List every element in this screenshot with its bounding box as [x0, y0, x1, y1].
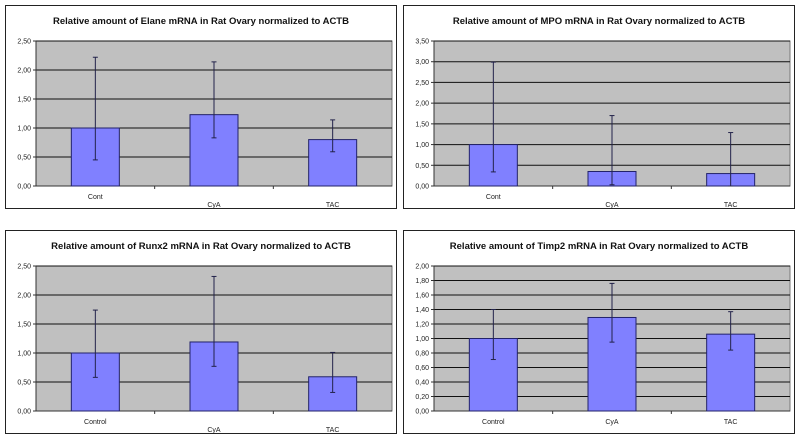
x-tick-label: Control: [84, 419, 107, 426]
y-tick-label: 1,50: [17, 322, 31, 329]
chart-title: Relative amount of Elane mRNA in Rat Ova…: [53, 16, 349, 27]
y-tick-label: 0,80: [415, 351, 429, 358]
y-tick-label: 1,00: [17, 351, 31, 358]
chart-title: Relative amount of Timp2 mRNA in Rat Ova…: [449, 241, 749, 252]
x-tick-label: CyA: [605, 202, 619, 209]
y-tick-label: 2,00: [415, 101, 429, 108]
chart-svg: 0,00 0,50 1,00 1,50 2,00 2,50 3,00 3,50 Cont CyA T…: [415, 39, 791, 209]
y-tick-label: 2,00: [17, 293, 31, 300]
y-tick-label: 0,50: [415, 163, 429, 170]
y-tick-label: 0,00: [415, 184, 429, 191]
chart-elane: Relative amount of Elane mRNA in Rat Ova…: [5, 5, 397, 209]
x-tick-label: CyA: [605, 419, 619, 426]
chart-mpo: Relative amount of MPO mRNA in Rat Ovary…: [403, 5, 795, 209]
y-tick-label: 1,80: [415, 278, 429, 285]
y-tick-label: 3,00: [415, 59, 429, 66]
x-tick-label: TAC: [724, 419, 737, 426]
y-tick-label: 1,00: [415, 142, 429, 149]
y-tick-label: 0,00: [17, 409, 31, 416]
y-tick-label: 2,50: [415, 80, 429, 87]
y-tick-label: 1,50: [415, 121, 429, 128]
y-tick-label: 0,00: [415, 409, 429, 416]
x-tick-label: CyA: [207, 427, 221, 434]
y-tick-label: 1,40: [415, 307, 429, 314]
bar: [70, 352, 120, 412]
y-tick-label: 0,20: [415, 394, 429, 401]
y-tick-label: 2,50: [17, 264, 31, 271]
y-tick-label: 2,50: [17, 39, 31, 46]
y-tick-label: 2,00: [17, 68, 31, 75]
x-tick-label: Control: [482, 419, 505, 426]
y-tick-label: 2,00: [415, 264, 429, 271]
y-tick-label: 0,60: [415, 365, 429, 372]
x-tick-label: TAC: [724, 202, 737, 209]
x-tick-label: Cont: [88, 194, 103, 201]
x-tick-label: CyA: [207, 202, 221, 209]
chart-svg: 0,00 0,50 1,00 1,50 2,00 2,50 Cont CyA TAC: [17, 39, 393, 209]
chart-svg: 0,00 0,50 1,00 1,50 2,00 2,50 Control CyA TAC: [17, 264, 393, 434]
bar: [706, 333, 756, 412]
y-tick-label: 0,50: [17, 155, 31, 162]
y-tick-label: 1,50: [17, 97, 31, 104]
y-tick-label: 3,50: [415, 39, 429, 46]
y-tick-label: 1,00: [17, 126, 31, 133]
y-tick-label: 0,40: [415, 380, 429, 387]
x-tick-label: TAC: [326, 202, 339, 209]
chart-svg: 0,00 0,20 0,40 0,60 0,80 1,00 1,20 1,40 1,60 1,80…: [415, 264, 791, 426]
chart-timp2: Relative amount of Timp2 mRNA in Rat Ova…: [403, 230, 795, 434]
y-tick-label: 0,00: [17, 184, 31, 191]
y-tick-label: 1,60: [415, 293, 429, 300]
chart-title: Relative amount of MPO mRNA in Rat Ovary…: [452, 16, 746, 27]
y-tick-label: 0,50: [17, 380, 31, 387]
chart-runx2: Relative amount of Runx2 mRNA in Rat Ova…: [5, 230, 397, 434]
chart-title: Relative amount of Runx2 mRNA in Rat Ova…: [51, 241, 351, 252]
y-tick-label: 1,20: [415, 322, 429, 329]
y-tick-label: 1,00: [415, 336, 429, 343]
x-tick-label: TAC: [326, 427, 339, 434]
x-tick-label: Cont: [486, 194, 501, 201]
